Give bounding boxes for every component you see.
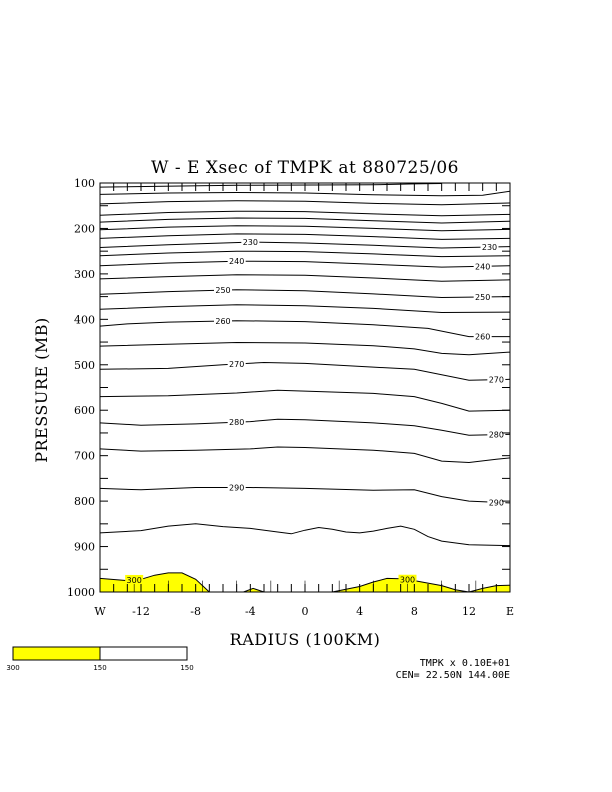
x-tick-label: -12: [132, 605, 150, 618]
contour-line: [99, 250, 511, 258]
contour-lines: [99, 183, 511, 593]
contour-line: [99, 523, 511, 547]
footer-center-text: CEN= 22.50N 144.00E: [396, 670, 510, 681]
y-tick-label: 100: [74, 177, 95, 190]
x-tick-label: 12: [462, 605, 476, 618]
contour-line: [99, 210, 511, 217]
contour-line: [99, 225, 511, 232]
contour-line: [99, 274, 511, 282]
x-tick-label: W: [94, 605, 106, 618]
contour-label-bg: [398, 574, 417, 584]
contour-line: [99, 200, 511, 206]
y-tick-label: 200: [74, 222, 95, 235]
contour-line: [99, 260, 511, 268]
contour-label-bg: [473, 331, 492, 341]
y-tick-label: 500: [74, 359, 95, 372]
y-tick-label: 1000: [67, 586, 95, 599]
contour-label-bg: [473, 261, 492, 271]
contour-line: [99, 487, 511, 504]
y-tick-label: 600: [74, 404, 95, 417]
contour-line: [243, 587, 265, 593]
colorbar-fill-segment: [12, 646, 101, 661]
colorbar-tick-label: 150: [180, 664, 193, 672]
x-axis-ticks: W -12 -8 -4 0 4 8 12 E: [94, 183, 514, 618]
contour-label-bg: [227, 256, 246, 266]
footer-scale-text: TMPK x 0.10E+01: [420, 658, 510, 669]
contour-line: [99, 446, 511, 464]
y-tick-label: 300: [74, 268, 95, 281]
x-tick-label: 0: [302, 605, 309, 618]
x-tick-label: -4: [245, 605, 256, 618]
contour-label: 250: [215, 286, 230, 295]
x-tick-label: 8: [411, 605, 418, 618]
contour-line: [99, 190, 511, 197]
contour-label-bg: [480, 242, 499, 252]
y-tick-label: 700: [74, 450, 95, 463]
warm-fill-region: [469, 585, 510, 592]
contour-label: 270: [489, 376, 504, 385]
contour-label: 240: [229, 257, 244, 266]
contour-line: [99, 320, 510, 338]
contour-label-bg: [241, 237, 260, 247]
colorbar: 300 150 150: [6, 646, 194, 672]
contour-labels: 230 230 240 240 250 250 260 260 270 270 280 280 290 2…: [125, 237, 506, 585]
contour-line: [468, 584, 511, 593]
colorbar-tick-label: 300: [6, 664, 19, 672]
contour-line: [99, 418, 511, 436]
contour-label: 290: [489, 498, 504, 507]
chart-title: W - E Xsec of TMPK at 880725/06: [151, 158, 459, 178]
contour-label: 230: [482, 243, 497, 252]
colorbar-empty-segment: [99, 646, 188, 661]
contour-label: 230: [243, 238, 258, 247]
contour-line: [99, 233, 511, 240]
contour-label-bg: [214, 285, 232, 295]
contour-line: [99, 289, 511, 299]
contour-label-bg: [487, 374, 506, 384]
y-tick-label: 400: [74, 313, 95, 326]
y-axis-ticks: 100 200 300 400 500 600 700 800 900 1000: [67, 177, 510, 599]
contour-label: 280: [229, 418, 244, 427]
contour-label: 290: [229, 483, 244, 492]
contour-label-bg: [487, 497, 506, 507]
x-tick-label: -8: [190, 605, 201, 618]
contour-line: [99, 241, 511, 249]
contour-label: 260: [475, 333, 490, 342]
warm-fill-region: [243, 588, 264, 592]
contour-line: [99, 341, 511, 356]
y-tick-label: 900: [74, 541, 95, 554]
contour-label-bg: [214, 315, 232, 325]
contour-label: 300: [400, 576, 415, 585]
contour-label: 250: [475, 293, 490, 302]
contour-label-bg: [487, 429, 506, 439]
contour-line: [99, 361, 511, 381]
contour-label-bg: [125, 574, 144, 584]
contour-line: [99, 389, 511, 412]
contour-label-bg: [227, 417, 246, 427]
contour-label: 300: [127, 576, 142, 585]
contour-label: 270: [229, 360, 244, 369]
x-tick-label: 4: [356, 605, 363, 618]
x-tick-label: E: [506, 605, 514, 618]
contour-label-bg: [473, 291, 492, 301]
y-axis-label: PRESSURE (MB): [32, 317, 51, 463]
contour-label-bg: [227, 482, 246, 492]
y-tick-label: 800: [74, 495, 95, 508]
colorbar-tick-label: 150: [93, 664, 106, 672]
x-axis-label: RADIUS (100KM): [230, 630, 381, 649]
contour-label: 260: [215, 317, 230, 326]
contour-label: 240: [475, 262, 490, 271]
contour-label-bg: [227, 359, 246, 369]
contour-line: [99, 304, 511, 314]
contour-line: [99, 217, 511, 224]
contour-line: [99, 183, 442, 188]
contour-label: 280: [489, 431, 504, 440]
